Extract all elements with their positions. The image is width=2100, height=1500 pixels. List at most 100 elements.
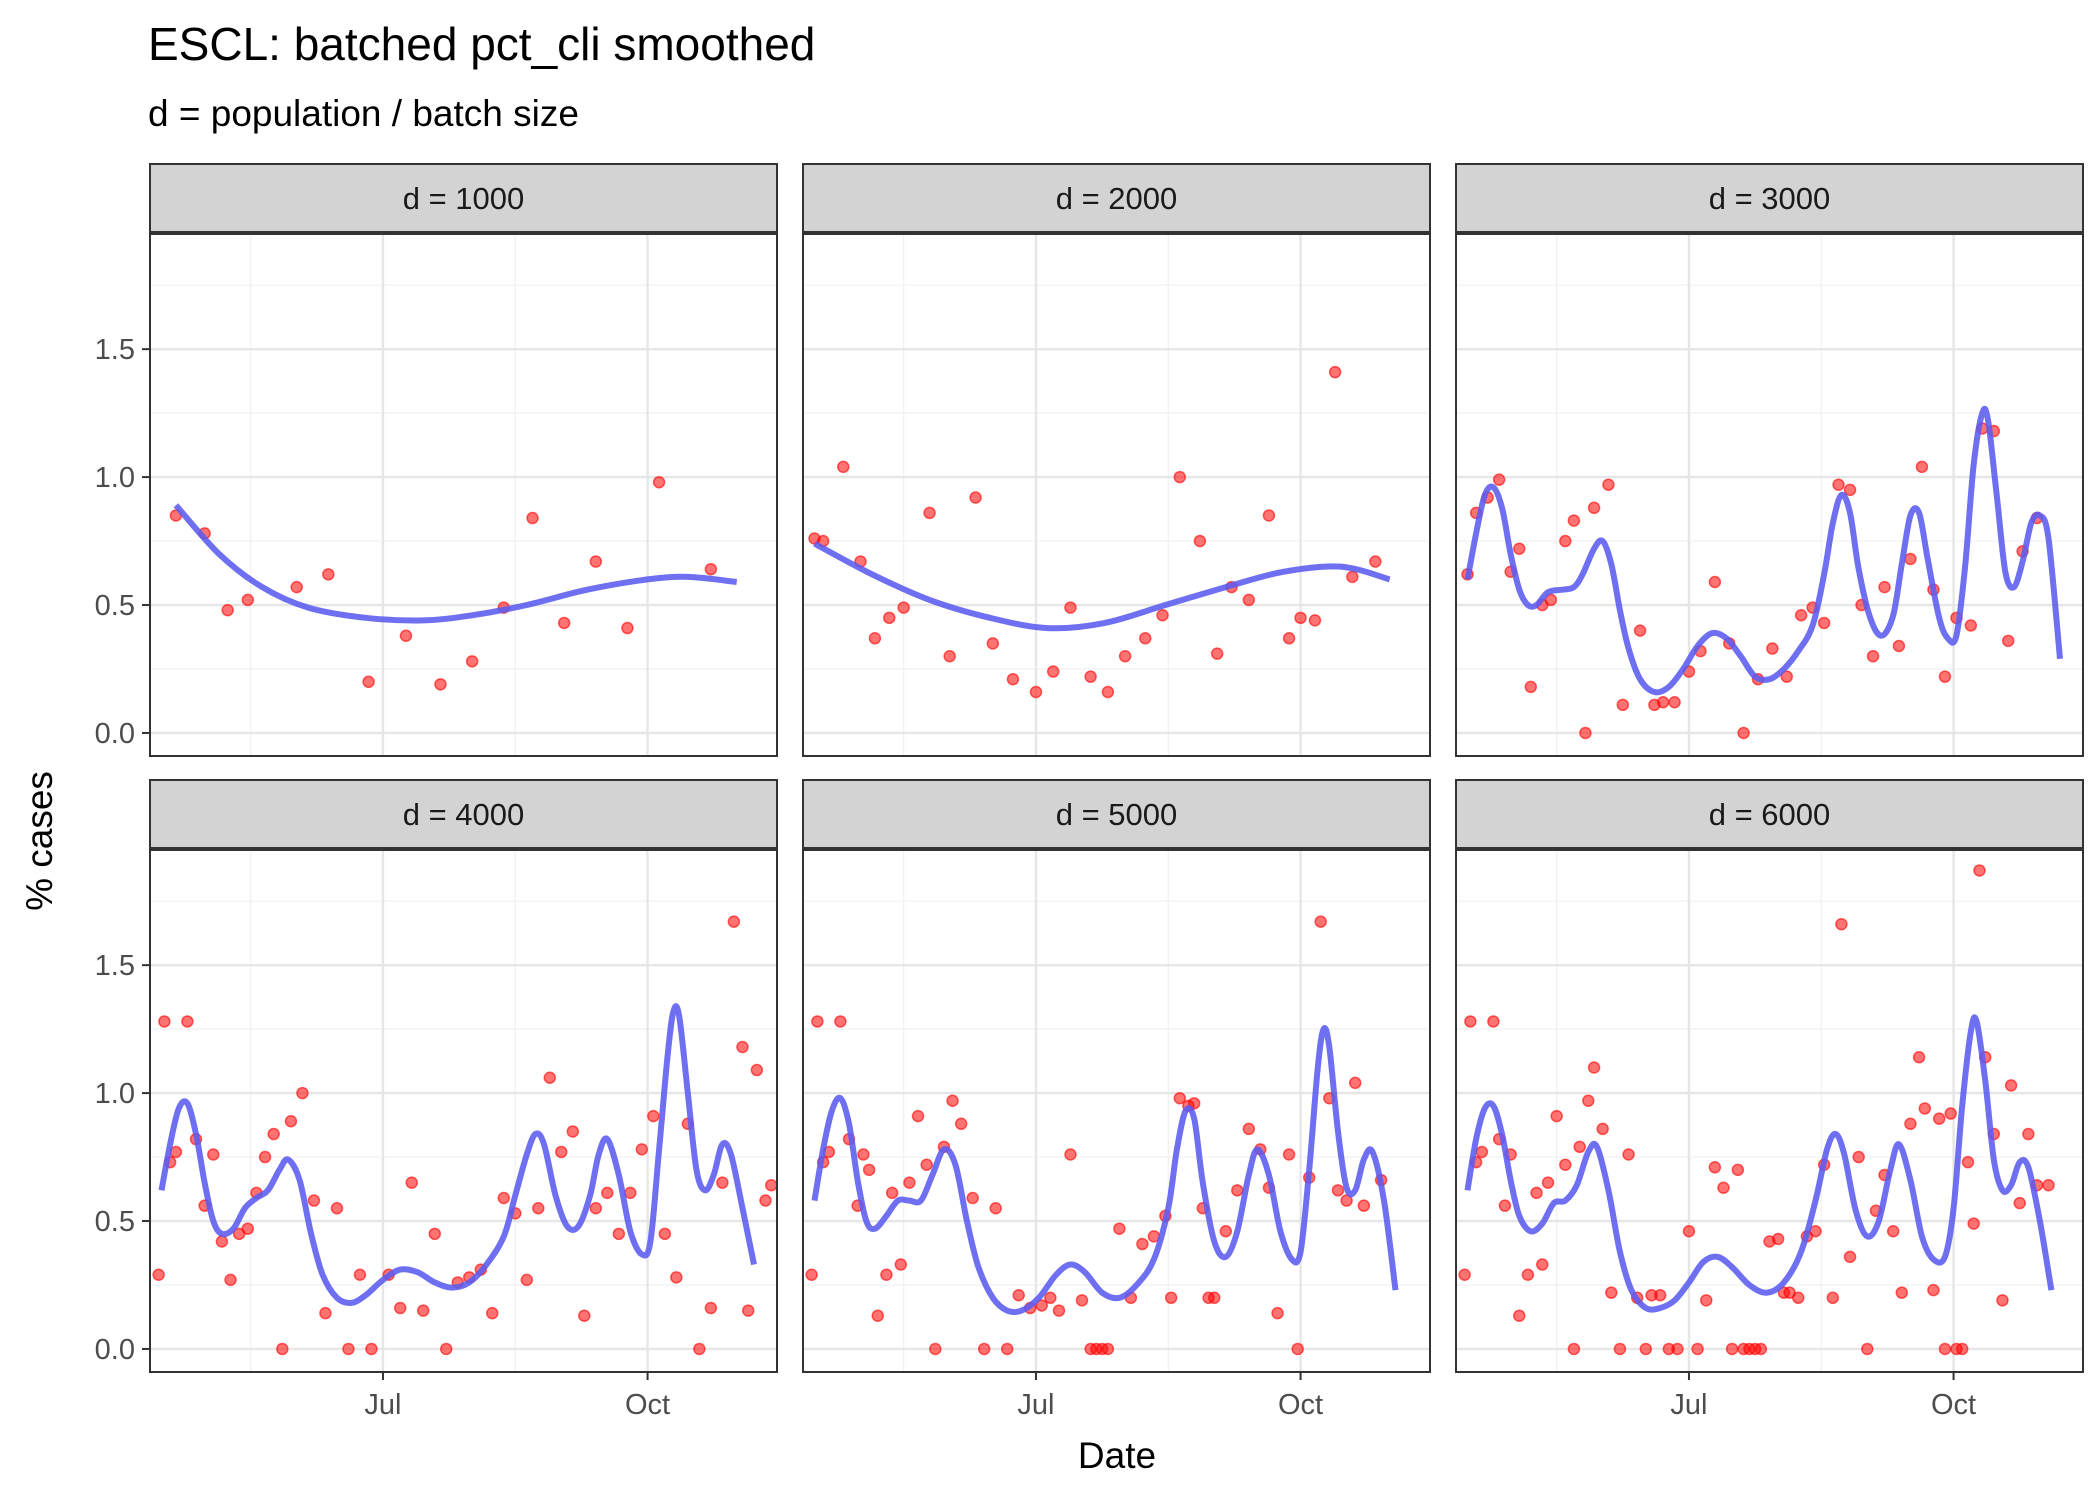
x-tick-label: Jul xyxy=(1670,1389,1707,1421)
y-tick-label: 0.0 xyxy=(95,1334,135,1366)
data-point xyxy=(258,1150,272,1164)
data-point xyxy=(1766,642,1779,655)
data-point xyxy=(1961,1155,1975,1169)
facet-strip xyxy=(1455,163,2084,233)
data-point xyxy=(1780,670,1794,683)
x-tick-label: Jul xyxy=(364,1389,401,1421)
data-point xyxy=(1682,1225,1696,1238)
data-point xyxy=(1544,593,1558,607)
data-point xyxy=(1653,1288,1667,1302)
data-point xyxy=(241,1222,255,1235)
data-point xyxy=(1331,1184,1345,1197)
x-tick-label: Oct xyxy=(625,1389,670,1421)
data-point xyxy=(1699,1294,1713,1307)
panel-border xyxy=(149,233,778,757)
data-point xyxy=(1464,1015,1477,1028)
data-point xyxy=(566,1125,580,1138)
data-point xyxy=(1012,1288,1025,1302)
panel-background xyxy=(150,234,777,756)
data-point xyxy=(486,1306,499,1320)
data-point xyxy=(1513,1309,1526,1322)
data-point xyxy=(1668,696,1681,709)
smoothed-line xyxy=(811,1025,1399,1316)
data-point xyxy=(1817,616,1831,630)
data-point xyxy=(1996,1294,2009,1307)
data-point xyxy=(267,1127,280,1141)
y-tick-label: 1.0 xyxy=(95,1078,135,1110)
panel-grid xyxy=(1456,234,2083,756)
data-point xyxy=(1294,611,1307,625)
data-point xyxy=(1826,1291,1840,1305)
data-point xyxy=(923,506,936,520)
data-point xyxy=(759,1194,772,1207)
data-point xyxy=(224,1273,237,1287)
data-point xyxy=(1613,1342,1627,1356)
data-point xyxy=(977,1342,991,1356)
data-point xyxy=(296,1086,309,1100)
data-point xyxy=(2013,1196,2026,1210)
data-point xyxy=(764,1178,778,1192)
data-point xyxy=(1044,1291,1057,1305)
data-point xyxy=(862,1163,876,1177)
data-point xyxy=(1536,1258,1549,1271)
data-point xyxy=(1832,478,1845,492)
data-point xyxy=(1596,1122,1609,1136)
data-point xyxy=(365,1342,378,1356)
data-point xyxy=(578,1309,591,1322)
data-point xyxy=(555,1145,568,1159)
data-point xyxy=(920,1158,933,1171)
facet-strip-label: d = 5000 xyxy=(1056,797,1178,832)
data-point xyxy=(1541,1176,1555,1189)
data-point xyxy=(943,649,956,663)
data-point xyxy=(215,1235,229,1248)
data-point xyxy=(1587,1061,1601,1074)
data-point xyxy=(307,1194,321,1207)
panel-background xyxy=(150,850,777,1372)
panel-border xyxy=(1455,849,2084,1373)
data-point xyxy=(1717,1181,1730,1195)
data-point xyxy=(405,1176,418,1189)
data-point xyxy=(969,491,982,504)
data-point xyxy=(1754,1342,1768,1356)
data-point xyxy=(1242,1122,1256,1136)
data-point xyxy=(1573,1140,1586,1154)
data-point xyxy=(1967,1217,1980,1230)
data-point xyxy=(1964,619,1978,632)
data-point xyxy=(1633,624,1647,637)
data-point xyxy=(152,1268,165,1282)
data-point xyxy=(2001,634,2015,648)
data-point xyxy=(1035,1299,1048,1312)
data-point xyxy=(1173,1091,1187,1105)
data-point xyxy=(465,655,479,668)
y-tick-label: 1.5 xyxy=(95,334,135,366)
data-point xyxy=(1852,1150,1865,1164)
data-point xyxy=(1308,614,1322,627)
data-point xyxy=(322,568,335,581)
y-tick-label: 0.0 xyxy=(95,718,135,750)
data-point xyxy=(1029,685,1043,699)
facet-panel: d = 6000 Jul Oct xyxy=(1455,779,2084,1421)
data-point xyxy=(1101,1342,1115,1356)
facet-strip-label: d = 3000 xyxy=(1709,181,1831,216)
facet-panel: d = 2000 xyxy=(802,163,1431,757)
data-point xyxy=(1616,698,1630,712)
data-point xyxy=(1242,593,1256,607)
data-point xyxy=(1944,1107,1957,1120)
data-point xyxy=(1587,501,1601,515)
data-point xyxy=(670,1271,683,1284)
data-point xyxy=(1622,1148,1635,1161)
data-point xyxy=(221,603,234,617)
data-point xyxy=(1656,696,1670,709)
data-point xyxy=(416,1304,430,1317)
data-point xyxy=(1866,649,1880,663)
y-tick-label: 0.5 xyxy=(95,590,135,622)
data-point xyxy=(986,637,1000,650)
data-point xyxy=(897,601,910,614)
data-point xyxy=(834,1015,847,1028)
data-point xyxy=(1708,575,1722,589)
data-point xyxy=(1955,1342,1969,1356)
data-point xyxy=(526,511,539,525)
data-point xyxy=(805,1268,818,1282)
data-point xyxy=(1559,534,1572,548)
data-point xyxy=(837,460,850,474)
